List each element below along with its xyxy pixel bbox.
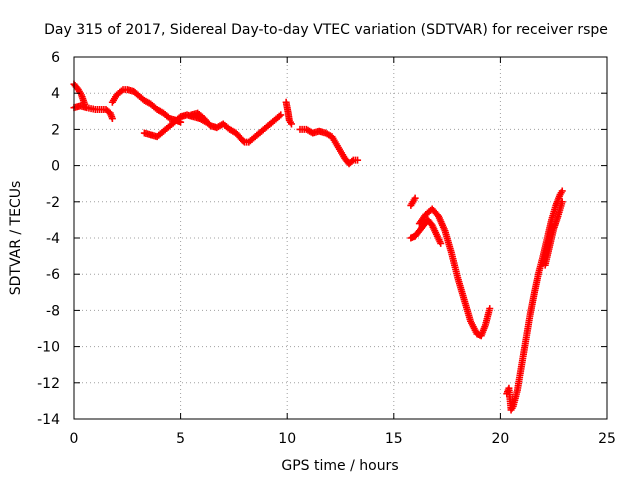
x-tick-label: 15 — [385, 431, 403, 447]
data-point — [239, 137, 247, 145]
data-point — [486, 305, 494, 313]
series-segment-9 — [407, 216, 445, 247]
ticks — [73, 56, 608, 420]
x-tick-label: 25 — [598, 431, 616, 447]
y-tick-label: -2 — [46, 195, 60, 211]
series-segment-3 — [108, 86, 185, 126]
x-tick-label: 5 — [176, 431, 185, 447]
data-point — [558, 187, 566, 195]
x-tick-label: 20 — [491, 431, 509, 447]
y-tick-label: 4 — [51, 86, 60, 102]
series-segment-10 — [415, 205, 494, 340]
data-point — [558, 198, 566, 206]
data-point — [348, 157, 356, 165]
data-series — [70, 80, 566, 414]
y-tick-label: -8 — [46, 303, 60, 319]
series-segment-12 — [541, 198, 566, 269]
y-axis-label: SDTVAR / TECUs — [8, 181, 24, 296]
series-segment-5 — [187, 109, 285, 146]
y-tick-label: 0 — [51, 159, 60, 175]
data-point — [437, 239, 445, 247]
y-tick-label: -6 — [46, 267, 60, 283]
y-tick-label: -10 — [37, 340, 60, 356]
x-axis-label: GPS time / hours — [281, 458, 398, 474]
series-segment-11 — [503, 187, 566, 414]
x-tick-label: 0 — [70, 431, 79, 447]
y-tick-label: -12 — [37, 376, 60, 392]
y-tick-label: 6 — [51, 50, 60, 66]
data-point — [354, 156, 362, 164]
data-point — [108, 115, 116, 123]
data-point — [277, 111, 285, 119]
data-point — [411, 194, 419, 202]
y-tick-label: -4 — [46, 231, 60, 247]
data-point — [287, 120, 295, 128]
x-tick-label: 10 — [278, 431, 296, 447]
chart-title: Day 315 of 2017, Sidereal Day-to-day VTE… — [44, 22, 608, 38]
x-tick-labels: 0 5 10 15 20 25 — [70, 431, 616, 447]
y-tick-labels: 6 4 2 0 -2 -4 -6 -8 -10 -12 -14 — [37, 50, 60, 428]
y-tick-label: -14 — [37, 412, 60, 428]
y-tick-label: 2 — [51, 122, 60, 138]
grid — [74, 57, 607, 419]
series-segment-8 — [407, 194, 419, 209]
series-segment-7 — [296, 125, 362, 168]
series-segment-6 — [282, 98, 295, 128]
